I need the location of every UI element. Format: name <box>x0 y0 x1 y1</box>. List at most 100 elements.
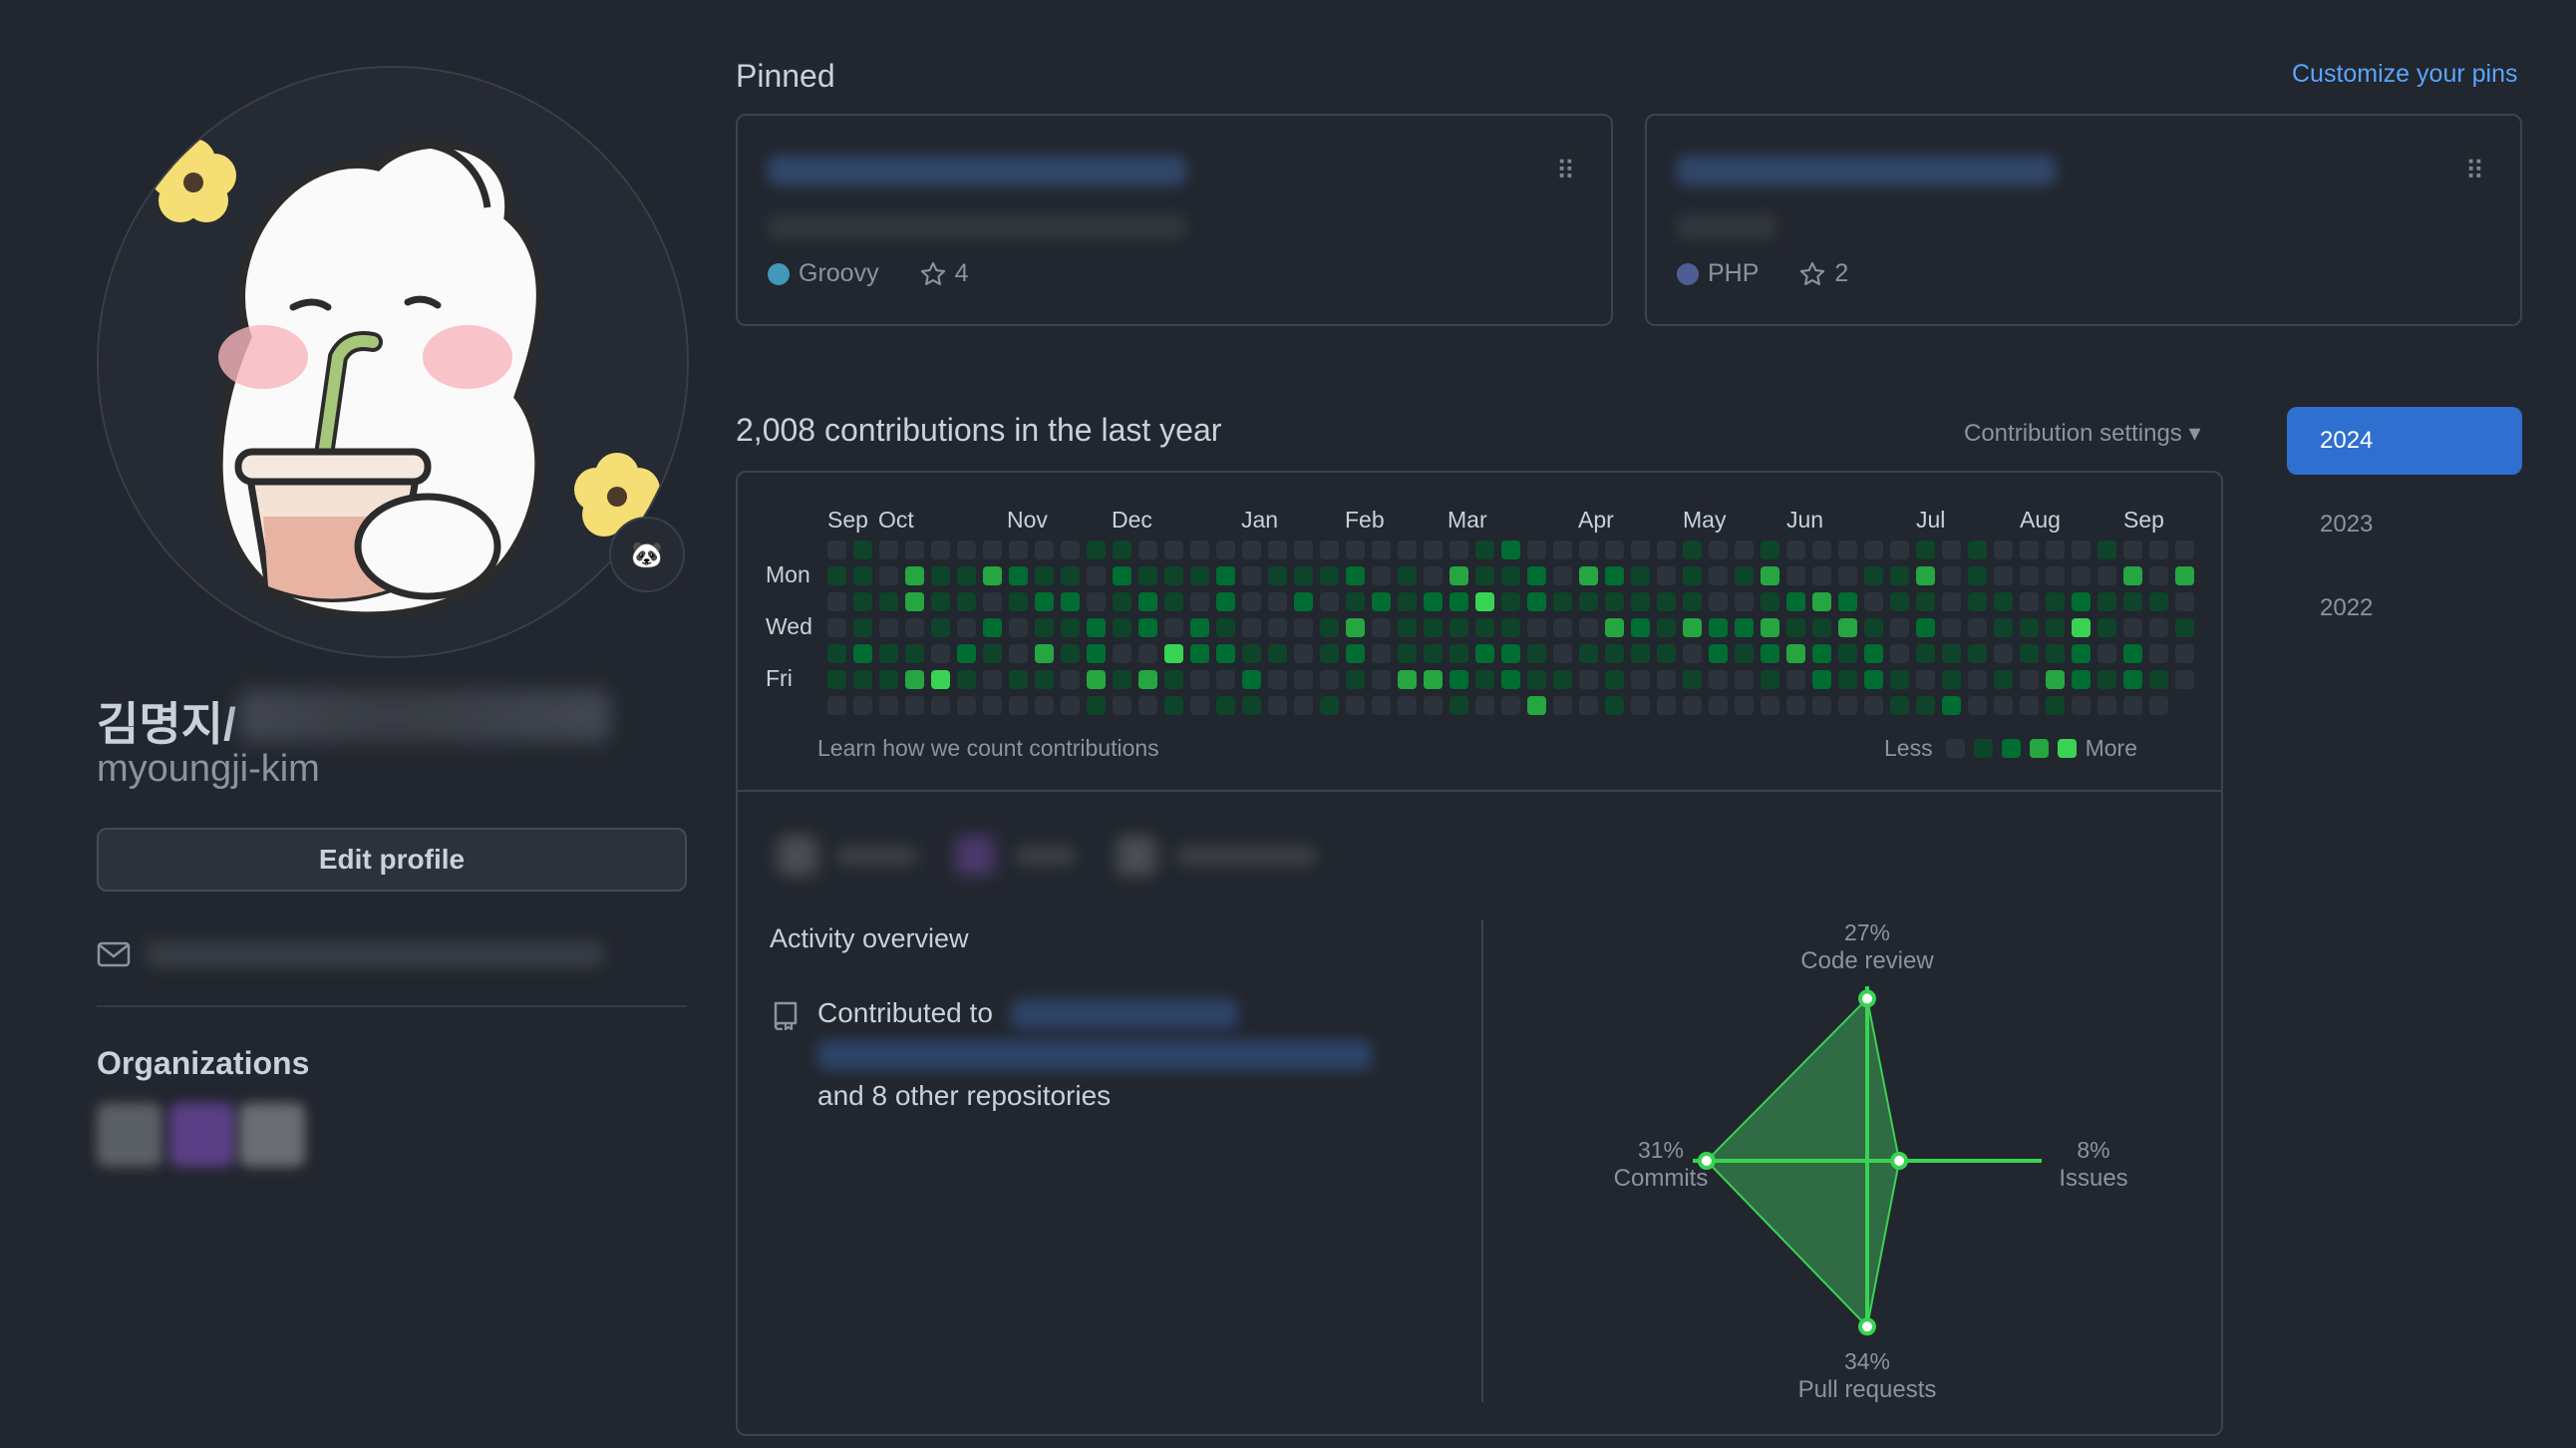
contribution-day-cell[interactable] <box>1812 644 1831 663</box>
contribution-day-cell[interactable] <box>2097 541 2116 559</box>
contribution-day-cell[interactable] <box>1527 541 1546 559</box>
contribution-day-cell[interactable] <box>1035 696 1054 715</box>
contribution-day-cell[interactable] <box>1916 592 1935 611</box>
contribution-day-cell[interactable] <box>853 670 872 689</box>
contribution-day-cell[interactable] <box>879 592 898 611</box>
contribution-day-cell[interactable] <box>1087 644 1106 663</box>
contribution-day-cell[interactable] <box>1579 670 1598 689</box>
contribution-day-cell[interactable] <box>1372 592 1391 611</box>
contribution-day-cell[interactable] <box>1683 592 1702 611</box>
contribution-day-cell[interactable] <box>1190 696 1209 715</box>
contribution-day-cell[interactable] <box>1761 644 1779 663</box>
contribution-day-cell[interactable] <box>1994 696 2013 715</box>
contribution-day-cell[interactable] <box>1294 644 1313 663</box>
contribution-day-cell[interactable] <box>1113 566 1131 585</box>
contribution-day-cell[interactable] <box>2020 541 2039 559</box>
contribution-day-cell[interactable] <box>1216 618 1235 637</box>
contribution-day-cell[interactable] <box>853 592 872 611</box>
year-button-2022[interactable]: 2022 <box>2320 594 2374 621</box>
contribution-day-cell[interactable] <box>1527 696 1546 715</box>
contribution-day-cell[interactable] <box>1527 644 1546 663</box>
contribution-day-cell[interactable] <box>1838 541 1857 559</box>
contribution-day-cell[interactable] <box>1838 592 1857 611</box>
contribution-day-cell[interactable] <box>1916 670 1935 689</box>
contribution-day-cell[interactable] <box>1786 618 1805 637</box>
contribution-day-cell[interactable] <box>1864 670 1883 689</box>
contribution-day-cell[interactable] <box>1553 696 1572 715</box>
contribution-day-cell[interactable] <box>1138 696 1157 715</box>
contribution-day-cell[interactable] <box>1424 541 1443 559</box>
status-emoji-button[interactable]: 🐼 <box>609 517 685 592</box>
contribution-day-cell[interactable] <box>1501 592 1520 611</box>
year-button-2024[interactable]: 2024 <box>2287 407 2522 475</box>
drag-handle-icon[interactable]: ⠿ <box>2464 156 2484 185</box>
contribution-day-cell[interactable] <box>1916 644 1935 663</box>
contribution-day-cell[interactable] <box>1761 696 1779 715</box>
contribution-day-cell[interactable] <box>1527 618 1546 637</box>
contribution-day-cell[interactable] <box>1890 566 1909 585</box>
contribution-day-cell[interactable] <box>1994 644 2013 663</box>
contribution-day-cell[interactable] <box>1761 566 1779 585</box>
contribution-day-cell[interactable] <box>1657 670 1676 689</box>
contribution-day-cell[interactable] <box>1346 644 1365 663</box>
contribution-day-cell[interactable] <box>983 644 1002 663</box>
contribution-day-cell[interactable] <box>1061 592 1080 611</box>
contribution-day-cell[interactable] <box>1449 670 1468 689</box>
contribution-day-cell[interactable] <box>2175 670 2194 689</box>
contribution-day-cell[interactable] <box>2149 541 2168 559</box>
contribution-day-cell[interactable] <box>1320 644 1339 663</box>
contribution-day-cell[interactable] <box>1786 566 1805 585</box>
contribution-day-cell[interactable] <box>1035 670 1054 689</box>
contribution-day-cell[interactable] <box>1553 618 1572 637</box>
contribution-day-cell[interactable] <box>1501 541 1520 559</box>
contribution-day-cell[interactable] <box>1475 541 1494 559</box>
contribution-day-cell[interactable] <box>1449 644 1468 663</box>
contribution-day-cell[interactable] <box>1346 592 1365 611</box>
contribution-day-cell[interactable] <box>1605 566 1624 585</box>
contribution-day-cell[interactable] <box>1709 566 1728 585</box>
contribution-day-cell[interactable] <box>1009 592 1028 611</box>
repo-stars[interactable]: 2 <box>1834 259 1849 287</box>
contribution-day-cell[interactable] <box>1683 644 1702 663</box>
contribution-day-cell[interactable] <box>2123 696 2142 715</box>
contribution-day-cell[interactable] <box>1735 566 1754 585</box>
contribution-day-cell[interactable] <box>931 644 950 663</box>
contribution-day-cell[interactable] <box>1864 566 1883 585</box>
contribution-day-cell[interactable] <box>1709 644 1728 663</box>
contribution-day-cell[interactable] <box>853 696 872 715</box>
contribution-day-cell[interactable] <box>1631 670 1650 689</box>
contribution-day-cell[interactable] <box>1786 696 1805 715</box>
contribution-day-cell[interactable] <box>2097 696 2116 715</box>
contribution-day-cell[interactable] <box>1216 566 1235 585</box>
contribution-day-cell[interactable] <box>1605 541 1624 559</box>
contribution-day-cell[interactable] <box>1113 670 1131 689</box>
contribution-day-cell[interactable] <box>2175 541 2194 559</box>
contribution-day-cell[interactable] <box>2072 696 2091 715</box>
contribution-day-cell[interactable] <box>1527 592 1546 611</box>
contribution-day-cell[interactable] <box>1942 592 1961 611</box>
contribution-day-cell[interactable] <box>1346 541 1365 559</box>
contribution-day-cell[interactable] <box>1035 566 1054 585</box>
contribution-day-cell[interactable] <box>2020 644 2039 663</box>
contribution-day-cell[interactable] <box>931 592 950 611</box>
contribution-day-cell[interactable] <box>1475 566 1494 585</box>
contribution-day-cell[interactable] <box>1320 696 1339 715</box>
contribution-day-cell[interactable] <box>853 618 872 637</box>
contribution-day-cell[interactable] <box>1320 592 1339 611</box>
contribution-day-cell[interactable] <box>827 541 846 559</box>
contribution-day-cell[interactable] <box>1864 644 1883 663</box>
contribution-day-cell[interactable] <box>1216 592 1235 611</box>
redacted-repo-link[interactable] <box>1011 999 1238 1029</box>
contribution-day-cell[interactable] <box>827 696 846 715</box>
contribution-day-cell[interactable] <box>1190 670 1209 689</box>
contribution-day-cell[interactable] <box>1268 644 1287 663</box>
contribution-day-cell[interactable] <box>1683 670 1702 689</box>
contribution-day-cell[interactable] <box>1346 670 1365 689</box>
contribution-day-cell[interactable] <box>1735 592 1754 611</box>
contribution-day-cell[interactable] <box>1398 592 1417 611</box>
contribution-day-cell[interactable] <box>1864 592 1883 611</box>
contribution-day-cell[interactable] <box>1009 566 1028 585</box>
contribution-day-cell[interactable] <box>1216 644 1235 663</box>
contribution-day-cell[interactable] <box>1605 592 1624 611</box>
contribution-day-cell[interactable] <box>1398 644 1417 663</box>
